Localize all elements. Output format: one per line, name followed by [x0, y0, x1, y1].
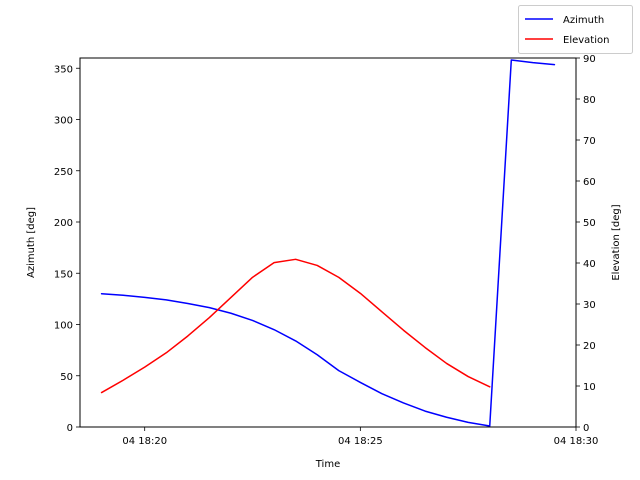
right-y-tick-label: 80 — [583, 95, 596, 106]
left-y-tick-label: 300 — [54, 116, 73, 127]
x-tick-label: 04 18:30 — [554, 436, 599, 447]
right-y-tick-label: 70 — [583, 136, 596, 147]
x-tick-label: 04 18:25 — [338, 436, 383, 447]
series-layer — [100, 59, 556, 427]
left-y-tick-label: 100 — [54, 321, 73, 332]
legend-box — [518, 5, 633, 54]
left-y-tick-label: 200 — [54, 218, 73, 229]
left-y-tick-label: 250 — [54, 167, 73, 178]
left-y-tick-label: 150 — [54, 269, 73, 280]
right-y-tick-label: 30 — [583, 300, 596, 311]
right-y-axis-label: Elevation [deg] — [611, 204, 622, 280]
right-y-tick-label: 0 — [583, 423, 589, 434]
right-y-tick-label: 40 — [583, 259, 596, 270]
right-y-tick-label: 60 — [583, 177, 596, 188]
left-y-tick-label: 50 — [60, 372, 73, 383]
right-y-tick-label: 10 — [583, 382, 596, 393]
x-axis-label: Time — [315, 459, 340, 470]
right-y-tick-label: 90 — [583, 54, 596, 65]
legend-elevation-label: Elevation — [563, 35, 609, 46]
left-y-tick-label: 0 — [67, 423, 73, 434]
right-y-tick-label: 20 — [583, 341, 596, 352]
plot-frame — [79, 57, 577, 428]
x-tick-label: 04 18:20 — [122, 436, 167, 447]
legend-azimuth-label: Azimuth — [563, 15, 604, 26]
legend: Azimuth Elevation — [518, 5, 633, 54]
ticks-layer: 04 18:20 04 18:25 04 18:300501001502002503… — [54, 54, 598, 447]
left-y-tick-label: 350 — [54, 64, 73, 75]
right-y-tick-label: 50 — [583, 218, 596, 229]
series-line-elevation — [100, 258, 491, 394]
left-y-axis-label: Azimuth [deg] — [26, 207, 37, 278]
series-line-azimuth — [100, 59, 556, 427]
